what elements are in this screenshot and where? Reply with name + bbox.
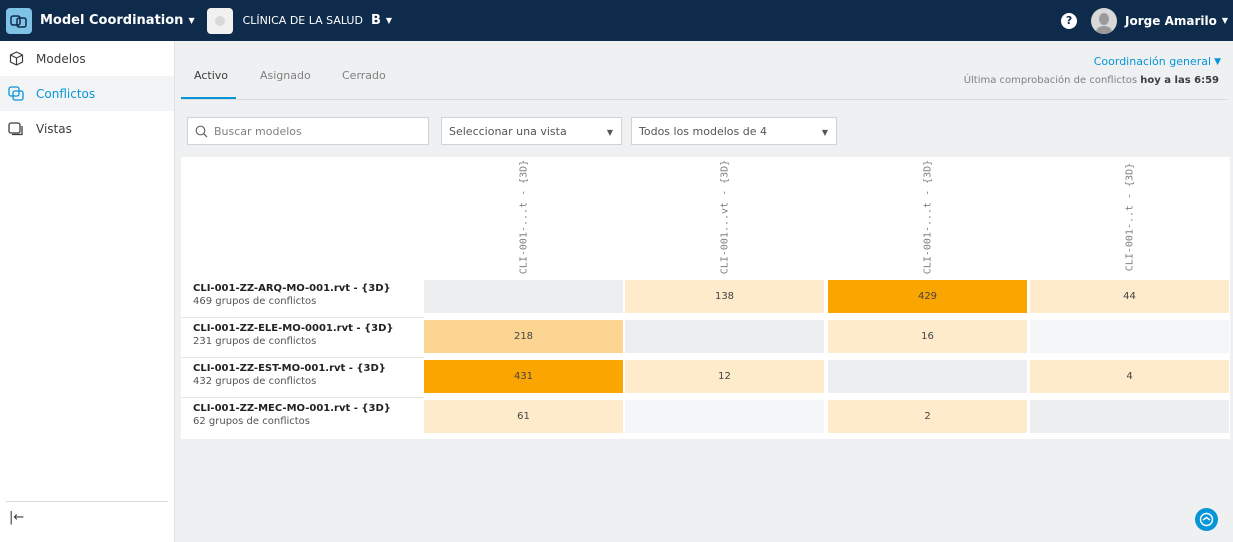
column-header-label: CLI-001...vt - {3D} xyxy=(719,159,731,275)
view-select[interactable]: Seleccionar una vista ▼ xyxy=(441,117,622,145)
clash-cell xyxy=(625,320,824,353)
model-name: CLI-001-ZZ-ELE-MO-0001.rvt - {3D} xyxy=(193,323,394,334)
clash-group-count: 62 grupos de conflictos xyxy=(193,416,311,427)
sidebar-item-label: Modelos xyxy=(36,51,86,66)
model-name: CLI-001-ZZ-ARQ-MO-001.rvt - {3D} xyxy=(193,283,391,294)
model-name: CLI-001-ZZ-EST-MO-001.rvt - {3D} xyxy=(193,363,386,374)
column-header-label: CLI-001-...t - {3D} xyxy=(518,159,530,275)
clash-cell[interactable]: 61 xyxy=(424,400,623,433)
tab-asignado[interactable]: Asignado xyxy=(260,69,311,82)
sidebar-item-label: Vistas xyxy=(36,121,72,136)
column-header[interactable]: CLI-001-...t - {3D} xyxy=(424,157,624,277)
project-badge: B xyxy=(370,13,381,28)
row-divider xyxy=(181,397,424,398)
clash-cell[interactable]: 431 xyxy=(424,360,623,393)
clash-group-count: 432 grupos de conflictos xyxy=(193,376,317,387)
table-row-label[interactable]: CLI-001-ZZ-ELE-MO-0001.rvt - {3D} 231 gr… xyxy=(193,323,394,347)
clash-icon xyxy=(8,86,24,102)
chevron-down-icon: ▼ xyxy=(821,128,828,137)
sidebar-item-vistas[interactable]: Vistas xyxy=(0,111,174,146)
chat-assistant-icon[interactable] xyxy=(1195,508,1218,531)
row-divider xyxy=(181,317,424,318)
chevron-down-icon: ▼ xyxy=(385,16,393,25)
coordination-space-dropdown[interactable]: Coordinación general ▼ xyxy=(1094,55,1221,68)
clash-cell xyxy=(424,280,623,313)
app-switcher[interactable]: Model Coordination ▼ xyxy=(40,13,195,28)
chevron-down-icon: ▼ xyxy=(1221,16,1228,25)
clash-cell[interactable]: 2 xyxy=(828,400,1027,433)
sidebar-divider xyxy=(6,501,168,502)
table-row-label[interactable]: CLI-001-ZZ-ARQ-MO-001.rvt - {3D} 469 gru… xyxy=(193,283,391,307)
tab-activo[interactable]: Activo xyxy=(194,69,228,82)
column-header-label: CLI-001-..t - {3D} xyxy=(1124,162,1136,272)
models-select[interactable]: Todos los modelos de 4 ▼ xyxy=(631,117,837,145)
model-coordination-icon[interactable] xyxy=(6,7,32,34)
clash-cell[interactable]: 138 xyxy=(625,280,824,313)
column-header[interactable]: CLI-001-...t - {3D} xyxy=(828,157,1028,277)
coordination-space-label: Coordinación general xyxy=(1093,55,1212,68)
sidebar-item-label: Conflictos xyxy=(36,86,96,101)
clash-group-count: 469 grupos de conflictos xyxy=(193,296,317,307)
clash-cell[interactable]: 12 xyxy=(625,360,824,393)
last-check-time: hoy a las 6:59 xyxy=(1140,75,1219,86)
table-row-label[interactable]: CLI-001-ZZ-EST-MO-001.rvt - {3D} 432 gru… xyxy=(193,363,386,387)
sidebar-item-modelos[interactable]: Modelos xyxy=(0,41,174,76)
collapse-sidebar-icon[interactable]: |← xyxy=(9,510,25,525)
main-content: Activo Asignado Cerrado Coordinación gen… xyxy=(181,41,1233,542)
search-box[interactable] xyxy=(187,117,429,145)
clash-cell xyxy=(828,360,1027,393)
chevron-down-icon: ▼ xyxy=(606,128,613,137)
column-header-label: CLI-001-...t - {3D} xyxy=(922,159,934,275)
clash-cell xyxy=(625,400,824,433)
clash-cell[interactable]: 218 xyxy=(424,320,623,353)
clash-matrix: CLI-001-...t - {3D} CLI-001...vt - {3D} … xyxy=(181,157,1230,439)
user-menu[interactable]: Jorge Amarilo ▼ xyxy=(1125,14,1228,28)
models-select-value: Todos los modelos de 4 xyxy=(639,124,767,138)
column-header[interactable]: CLI-001-..t - {3D} xyxy=(1030,157,1230,277)
caret-down-icon: ▼ xyxy=(1214,56,1221,67)
tab-bar: Activo Asignado Cerrado Coordinación gen… xyxy=(181,41,1227,100)
clash-cell xyxy=(1030,320,1229,353)
avatar[interactable] xyxy=(1091,7,1118,34)
clash-cell[interactable]: 44 xyxy=(1030,280,1229,313)
sidebar: Modelos Conflictos Vistas |← xyxy=(0,41,175,542)
active-tab-indicator xyxy=(181,97,236,99)
last-check-prefix: Última comprobación de conflictos xyxy=(963,75,1138,86)
clash-cell[interactable]: 4 xyxy=(1030,360,1229,393)
user-name: Jorge Amarilo xyxy=(1125,13,1217,28)
tab-cerrado[interactable]: Cerrado xyxy=(342,69,386,82)
clash-group-count: 231 grupos de conflictos xyxy=(193,336,317,347)
project-thumbnail[interactable] xyxy=(206,7,233,34)
search-icon xyxy=(195,125,208,137)
column-header[interactable]: CLI-001...vt - {3D} xyxy=(625,157,825,277)
clash-cell xyxy=(1030,400,1229,433)
sidebar-item-conflictos[interactable]: Conflictos xyxy=(0,76,174,111)
row-divider xyxy=(181,357,424,358)
help-icon[interactable]: ? xyxy=(1061,12,1078,29)
table-row-label[interactable]: CLI-001-ZZ-MEC-MO-001.rvt - {3D} 62 grup… xyxy=(193,403,391,427)
app-name: Model Coordination xyxy=(40,13,184,28)
clash-cell[interactable]: 429 xyxy=(828,280,1027,313)
cube-icon xyxy=(8,51,24,67)
project-name: CLÍNICA DE LA SALUD xyxy=(242,14,363,27)
clash-cell[interactable]: 16 xyxy=(828,320,1027,353)
search-input[interactable] xyxy=(214,124,414,138)
model-name: CLI-001-ZZ-MEC-MO-001.rvt - {3D} xyxy=(193,403,391,414)
view-select-value: Seleccionar una vista xyxy=(449,124,567,138)
last-clash-check: Última comprobación de conflictos hoy a … xyxy=(964,75,1219,86)
views-icon xyxy=(8,121,24,137)
project-switcher[interactable]: CLÍNICA DE LA SALUD B ▼ xyxy=(243,13,392,28)
top-bar: Model Coordination ▼ CLÍNICA DE LA SALUD… xyxy=(0,0,1233,41)
chevron-down-icon: ▼ xyxy=(188,16,195,25)
